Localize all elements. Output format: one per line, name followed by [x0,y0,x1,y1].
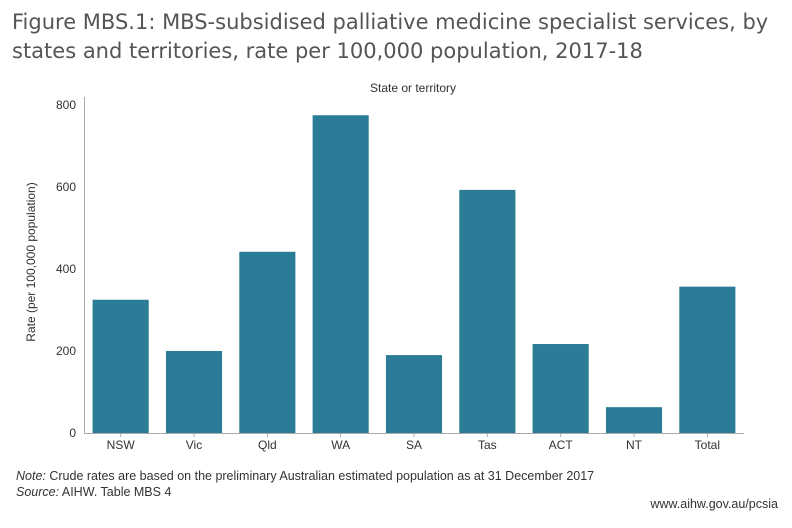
bar-total[interactable] [679,286,736,433]
x-tick-label: Vic [186,438,202,452]
note-body: Crude rates are based on the preliminary… [45,469,595,483]
y-tick-label: 400 [56,262,76,276]
x-tick-label: NSW [107,438,136,452]
figure-title: Figure MBS.1: MBS-subsidised palliative … [12,10,769,63]
bar-wa[interactable] [312,115,369,433]
x-tick-label: ACT [549,438,574,452]
source-body: AIHW. Table MBS 4 [59,485,172,499]
x-tick-label: NT [626,438,643,452]
bar-sa[interactable] [385,355,443,433]
x-tick-label: WA [331,438,350,452]
x-axis-title: State or territory [370,81,456,95]
y-axis: 0 200 400 600 800 [56,98,76,440]
bar-vic[interactable] [165,351,223,433]
bar-nt[interactable] [605,407,663,433]
x-tick-label: Total [695,438,720,452]
y-tick-label: 600 [56,180,76,194]
bar-qld[interactable] [239,251,296,433]
bar-nsw[interactable] [92,299,149,433]
note-label: Note: [16,469,46,483]
x-axis: NSW Vic Qld WA SA Tas ACT NT Total [107,433,720,452]
source-label: Source: [16,485,60,499]
bar-chart: State or territory Rate (per 100,000 pop… [24,81,744,452]
y-tick-label: 800 [56,98,76,112]
source-text: Source: AIHW. Table MBS 4 [16,484,171,500]
x-tick-label: Tas [478,438,497,452]
note-text: Note: Crude rates are based on the preli… [16,468,594,484]
website-link[interactable]: www.aihw.gov.au/pcsia [650,497,778,511]
bar-act[interactable] [532,344,589,433]
x-tick-label: SA [406,438,422,452]
bar-tas[interactable] [459,189,516,433]
bars-group [92,115,736,433]
y-tick-label: 0 [69,426,76,440]
x-tick-label: Qld [258,438,277,452]
y-axis-title: Rate (per 100,000 population) [24,182,38,341]
y-tick-label: 200 [56,344,76,358]
